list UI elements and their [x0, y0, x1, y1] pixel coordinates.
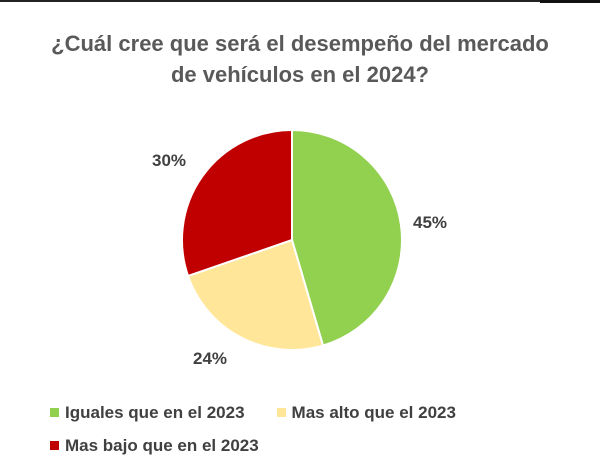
data-label-mas-alto: 24% — [193, 349, 228, 368]
legend-item-mas-bajo: Mas bajo que en el 2023 — [50, 436, 259, 456]
chart-legend: Iguales que en el 2023 Mas alto que el 2… — [50, 396, 488, 462]
legend-swatch-green — [50, 408, 59, 417]
chart-title-line-2: de vehículos en el 2024? — [170, 62, 429, 87]
legend-swatch-yellow — [276, 408, 286, 417]
chart-title: ¿Cuál cree que será el desempeño del mer… — [0, 28, 600, 90]
data-label-iguales: 45% — [413, 213, 448, 232]
legend-swatch-red — [50, 441, 59, 450]
legend-label: Iguales que en el 2023 — [65, 402, 245, 422]
chart-title-line-1: ¿Cuál cree que será el desempeño del mer… — [51, 31, 549, 56]
legend-item-iguales: Iguales que en el 2023 — [50, 403, 245, 423]
legend-label: Mas alto que el 2023 — [291, 402, 456, 422]
pie-slice-mas-bajo — [181, 128, 293, 278]
legend-label: Mas bajo que en el 2023 — [65, 435, 259, 455]
top-border-line-right — [540, 0, 600, 3]
pie-slice-iguales — [291, 128, 403, 347]
pie-slice-mas-alto — [186, 238, 325, 351]
data-label-mas-bajo: 30% — [152, 151, 187, 170]
top-border-line — [0, 0, 540, 2]
legend-item-mas-alto: Mas alto que el 2023 — [276, 402, 456, 423]
